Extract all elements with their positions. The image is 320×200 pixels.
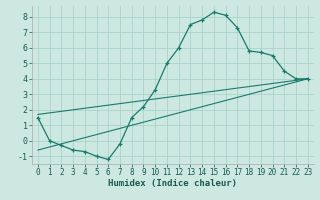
X-axis label: Humidex (Indice chaleur): Humidex (Indice chaleur) bbox=[108, 179, 237, 188]
